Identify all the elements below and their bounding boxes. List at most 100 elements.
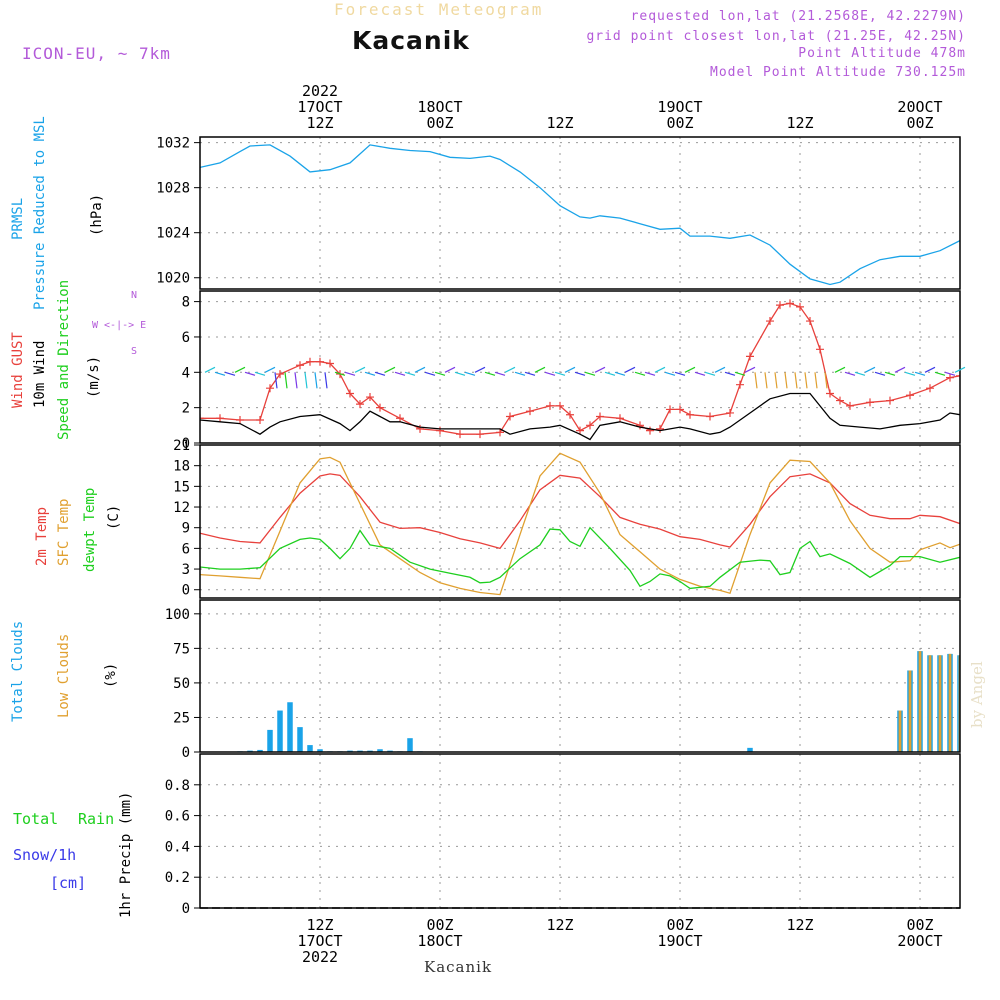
wind-arrow bbox=[284, 372, 288, 389]
wind-arrow bbox=[344, 371, 356, 376]
gust-marker bbox=[496, 428, 504, 437]
gust-marker bbox=[646, 426, 654, 435]
wind-arrow bbox=[794, 372, 798, 389]
panel-frame bbox=[199, 753, 961, 909]
wind-arrow bbox=[614, 371, 626, 376]
gust-marker bbox=[296, 361, 304, 370]
wind-arrow bbox=[504, 366, 516, 373]
gust-marker bbox=[676, 405, 684, 414]
cloud-bar bbox=[297, 727, 303, 752]
wind-arrow bbox=[414, 366, 426, 373]
panel-frame bbox=[199, 444, 961, 599]
wind-arrow bbox=[214, 371, 226, 376]
grid-coords: grid point closest lon,lat (21.25E, 42.2… bbox=[586, 29, 966, 44]
chart-title: Kacanik bbox=[352, 26, 470, 55]
gust-marker bbox=[236, 416, 244, 425]
wind-arrow bbox=[574, 371, 586, 376]
time-label-top: 2022 bbox=[302, 82, 338, 100]
gust-marker bbox=[556, 401, 564, 410]
precip-label-rain: Rain bbox=[78, 810, 115, 828]
gust-marker bbox=[926, 384, 934, 393]
wind-arrow bbox=[494, 371, 506, 376]
wind-arrow bbox=[314, 372, 318, 389]
time-label-top: 18OCT bbox=[417, 98, 462, 116]
gust-marker bbox=[456, 430, 464, 439]
wind-arrow bbox=[554, 371, 566, 376]
gust-marker bbox=[806, 317, 814, 326]
precip-label-snow: Snow/1h bbox=[13, 846, 77, 864]
wind-arrow bbox=[484, 371, 496, 376]
wind-arrow bbox=[404, 371, 416, 376]
y-tick-label: 0.2 bbox=[165, 870, 190, 886]
gust-marker bbox=[736, 380, 744, 389]
wind-arrow bbox=[434, 371, 446, 376]
cloud-bar bbox=[948, 653, 952, 752]
gust-marker bbox=[306, 357, 314, 366]
time-label-top: 19OCT bbox=[657, 98, 702, 116]
gust-marker bbox=[366, 393, 374, 402]
series-total-clouds bbox=[237, 651, 960, 752]
wind-arrow bbox=[854, 371, 866, 376]
y-tick-label: 3 bbox=[182, 562, 190, 578]
gust-marker bbox=[436, 426, 444, 435]
time-label-bottom: 2022 bbox=[302, 948, 338, 966]
wind-arrow bbox=[474, 366, 486, 373]
wind-arrow bbox=[604, 371, 616, 376]
series-line bbox=[200, 452, 960, 596]
gust-marker bbox=[356, 400, 364, 409]
time-label-top: 17OCT bbox=[297, 98, 342, 116]
cloud-bar bbox=[257, 749, 263, 752]
model-altitude: Model Point Altitude 730.125m bbox=[710, 65, 966, 80]
gust-marker bbox=[596, 412, 604, 421]
y-tick-label: 0 bbox=[182, 583, 190, 599]
series-line bbox=[200, 526, 960, 590]
wind-arrow bbox=[534, 366, 546, 373]
gust-marker bbox=[766, 317, 774, 326]
time-label-top: 12Z bbox=[546, 114, 573, 132]
wind-arrow bbox=[204, 366, 216, 373]
wind-arrow bbox=[294, 372, 298, 389]
time-label-bottom: 12Z bbox=[546, 916, 573, 934]
gust-marker bbox=[316, 357, 324, 366]
y-tick-label: 0.8 bbox=[165, 778, 190, 794]
chart-supertitle: Forecast Meteogram bbox=[334, 0, 544, 19]
wind-arrow bbox=[744, 366, 756, 373]
y-tick-label: 6 bbox=[182, 541, 190, 557]
wind-arrow bbox=[924, 366, 936, 373]
wind-arrow bbox=[904, 371, 916, 376]
wind-arrow bbox=[834, 366, 846, 373]
gust-marker bbox=[816, 345, 824, 354]
gust-marker bbox=[866, 398, 874, 407]
wind-arrow bbox=[864, 366, 876, 373]
gust-marker bbox=[576, 426, 584, 435]
y-tick-label: 12 bbox=[173, 500, 190, 516]
wind-arrow bbox=[804, 372, 808, 389]
time-label-top: 00Z bbox=[906, 114, 933, 132]
y-tick-label: 1024 bbox=[156, 226, 190, 242]
gust-marker bbox=[616, 414, 624, 423]
gust-marker bbox=[906, 391, 914, 400]
wind-arrow bbox=[274, 372, 278, 389]
y-tick-label: 100 bbox=[165, 607, 190, 623]
gust-marker bbox=[506, 412, 514, 421]
wind-arrow bbox=[764, 372, 768, 389]
gust-marker bbox=[276, 370, 284, 379]
gust-marker bbox=[526, 407, 534, 416]
gust-marker bbox=[266, 384, 274, 393]
wind-arrow bbox=[644, 371, 656, 376]
gust-marker bbox=[256, 416, 264, 425]
time-label-bottom: 00Z bbox=[426, 916, 453, 934]
wind-arrow bbox=[724, 371, 736, 376]
series-line bbox=[200, 392, 960, 441]
wind-arrow bbox=[584, 371, 596, 376]
y-tick-label: 75 bbox=[173, 641, 190, 657]
gust-marker bbox=[376, 403, 384, 412]
cloud-bar bbox=[307, 745, 313, 752]
time-label-bottom: 20OCT bbox=[897, 932, 942, 950]
y-tick-label: 8 bbox=[182, 295, 190, 311]
wind-arrow bbox=[374, 371, 386, 376]
gust-marker bbox=[796, 302, 804, 311]
wind-arrow bbox=[884, 371, 896, 376]
gust-marker bbox=[846, 401, 854, 410]
